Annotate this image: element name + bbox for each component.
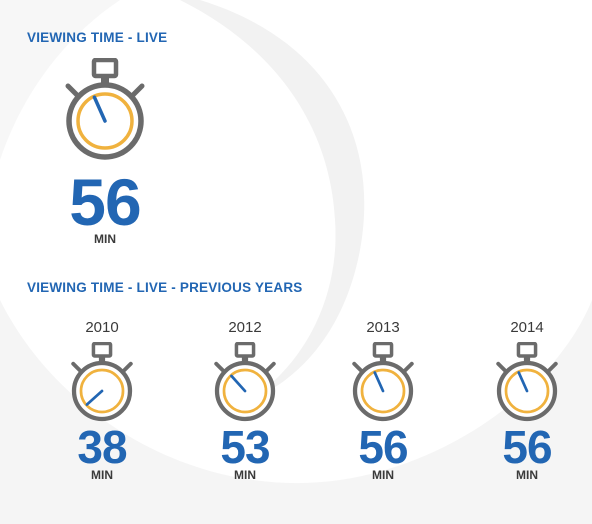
- previous-years-section-title: VIEWING TIME - LIVE - PREVIOUS YEARS: [27, 280, 303, 295]
- live-minutes-value: 56: [69, 165, 141, 239]
- stopwatch-icon: [214, 342, 276, 422]
- year-minutes-unit: MIN: [91, 468, 113, 482]
- year-stat-2013: 2013 56 MIN: [333, 318, 433, 482]
- live-minutes-unit: MIN: [94, 232, 116, 246]
- year-minutes-unit: MIN: [372, 468, 394, 482]
- live-stat: 56 MIN: [50, 58, 160, 246]
- year-label: 2014: [510, 319, 544, 336]
- year-minutes-unit: MIN: [234, 468, 256, 482]
- live-section-title: VIEWING TIME - LIVE: [27, 30, 168, 45]
- year-label: 2013: [366, 319, 400, 336]
- stopwatch-icon: [71, 342, 133, 422]
- year-label: 2010: [85, 319, 119, 336]
- year-minutes-value: 56: [358, 421, 408, 473]
- stopwatch-icon: [352, 342, 414, 422]
- stopwatch-icon: [496, 342, 558, 422]
- stopwatch-icon: [65, 58, 145, 160]
- year-minutes-value: 53: [220, 421, 270, 473]
- year-stat-2012: 2012 53 MIN: [195, 318, 295, 482]
- year-stat-2014: 2014 56 MIN: [477, 318, 577, 482]
- year-label: 2012: [228, 319, 262, 336]
- year-minutes-value: 56: [502, 421, 552, 473]
- year-minutes-unit: MIN: [516, 468, 538, 482]
- year-stat-2010: 2010 38 MIN: [52, 318, 152, 482]
- year-minutes-value: 38: [77, 421, 127, 473]
